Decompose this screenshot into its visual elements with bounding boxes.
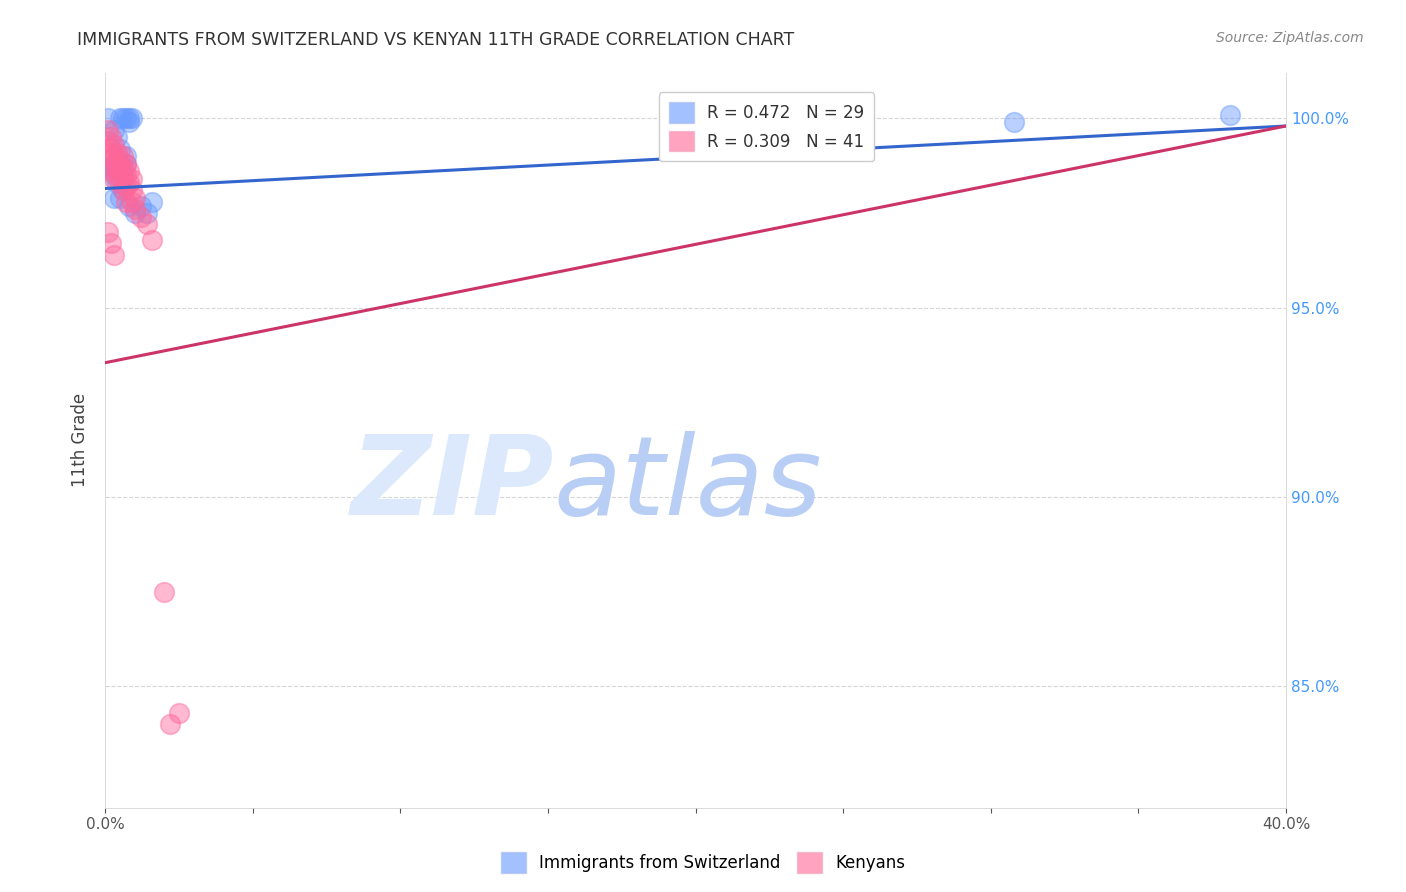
Point (115, 179, 138, 194)
Point (108, 164, 131, 178)
Point (115, 157, 138, 171)
Point (159, 717, 181, 731)
Point (105, 130, 128, 145)
Point (103, 157, 125, 171)
Point (108, 142, 131, 156)
Point (118, 112, 141, 126)
Point (115, 194, 138, 209)
Point (118, 115, 141, 129)
Point (129, 210, 152, 224)
Point (103, 168, 125, 182)
Point (115, 157, 138, 171)
Point (100, 142, 122, 156)
Point (103, 172, 125, 186)
Point (121, 194, 143, 209)
Text: IMMIGRANTS FROM SWITZERLAND VS KENYAN 11TH GRADE CORRELATION CHART: IMMIGRANTS FROM SWITZERLAND VS KENYAN 11… (77, 31, 794, 49)
Point (118, 198, 141, 212)
Text: atlas: atlas (554, 431, 823, 538)
Point (141, 233, 163, 247)
Point (103, 137, 125, 152)
Point (97, 123, 120, 137)
Point (105, 176, 128, 190)
Point (141, 194, 163, 209)
Point (124, 191, 146, 205)
Point (97, 145, 120, 160)
Point (118, 176, 141, 190)
Text: ZIP: ZIP (350, 431, 554, 538)
Point (135, 218, 157, 232)
Point (115, 112, 138, 126)
Legend: R = 0.472   N = 29, R = 0.309   N = 41: R = 0.472 N = 29, R = 0.309 N = 41 (658, 93, 875, 161)
Point (100, 161, 122, 175)
Text: Source: ZipAtlas.com: Source: ZipAtlas.com (1216, 31, 1364, 45)
Point (103, 161, 125, 175)
Point (100, 164, 122, 178)
Point (111, 168, 134, 182)
Point (105, 168, 128, 182)
Point (97, 161, 120, 175)
Point (124, 202, 146, 217)
Point (118, 164, 141, 178)
Point (111, 183, 134, 197)
Point (100, 130, 122, 145)
Point (115, 168, 138, 182)
Point (111, 149, 134, 163)
Point (103, 191, 125, 205)
Point (111, 183, 134, 197)
Point (115, 149, 138, 163)
Legend: Immigrants from Switzerland, Kenyans: Immigrants from Switzerland, Kenyans (494, 846, 912, 880)
Point (111, 112, 134, 126)
Point (129, 198, 152, 212)
Point (1002, 115, 1025, 129)
Point (97, 134, 120, 148)
Y-axis label: 11th Grade: 11th Grade (72, 393, 89, 487)
Point (108, 112, 131, 126)
Point (108, 176, 131, 190)
Point (167, 706, 190, 720)
Point (121, 183, 143, 197)
Point (97, 225, 120, 239)
Point (105, 145, 128, 160)
Point (121, 172, 143, 186)
Point (135, 206, 157, 220)
Point (111, 172, 134, 186)
Point (105, 157, 128, 171)
Point (100, 236, 122, 251)
Point (100, 153, 122, 167)
Point (1219, 108, 1241, 122)
Point (121, 112, 143, 126)
Point (108, 157, 131, 171)
Point (97, 112, 120, 126)
Point (111, 161, 134, 175)
Point (108, 191, 131, 205)
Point (103, 149, 125, 163)
Point (124, 206, 146, 220)
Point (103, 248, 125, 262)
Point (153, 584, 176, 599)
Point (103, 123, 125, 137)
Point (108, 153, 131, 167)
